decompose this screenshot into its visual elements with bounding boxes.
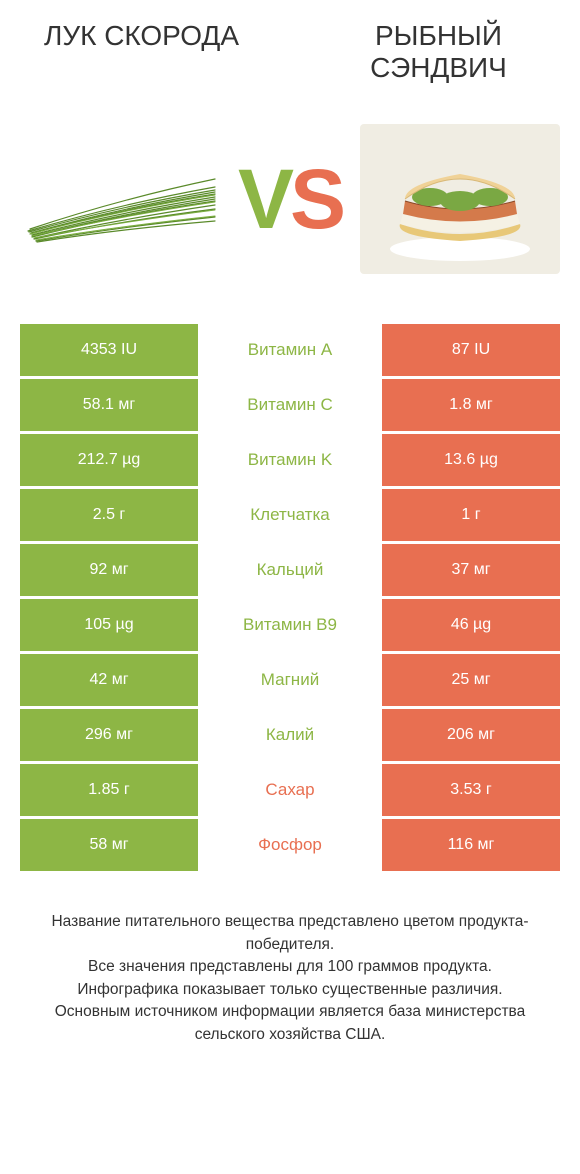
left-value: 42 мг [20,654,198,706]
table-row: 296 мгКалий206 мг [20,709,560,761]
nutrient-label: Витамин C [201,379,379,431]
table-row: 92 мгКальций37 мг [20,544,560,596]
nutrient-label: Витамин B9 [201,599,379,651]
right-value: 13.6 µg [382,434,560,486]
hero-row: VS [20,99,560,299]
vs-s: S [290,157,342,241]
right-image [360,124,560,274]
footer-line: Все значения представлены для 100 граммо… [30,956,550,978]
table-row: 4353 IUВитамин A87 IU [20,324,560,376]
right-value: 46 µg [382,599,560,651]
nutrient-label: Сахар [201,764,379,816]
vs-label: VS [238,157,342,241]
footer-text: Название питательного вещества представл… [20,911,560,1046]
left-value: 105 µg [20,599,198,651]
left-value: 4353 IU [20,324,198,376]
right-value: 206 мг [382,709,560,761]
right-value: 25 мг [382,654,560,706]
left-image [20,124,220,274]
footer-line: Инфографика показывает только существенн… [30,979,550,1001]
left-title: ЛУК СКОРОДА [20,20,263,84]
footer-line: Название питательного вещества представл… [30,911,550,956]
footer-line: Основным источником информации является … [30,1001,550,1046]
right-value: 1 г [382,489,560,541]
titles-row: ЛУК СКОРОДА РЫБНЫЙ СЭНДВИЧ [20,20,560,84]
sandwich-icon [375,129,545,269]
nutrient-label: Магний [201,654,379,706]
table-row: 42 мгМагний25 мг [20,654,560,706]
chives-icon [20,139,220,259]
nutrient-label: Клетчатка [201,489,379,541]
right-value: 3.53 г [382,764,560,816]
table-row: 2.5 гКлетчатка1 г [20,489,560,541]
table-row: 58 мгФосфор116 мг [20,819,560,871]
nutrient-label: Витамин A [201,324,379,376]
left-value: 58.1 мг [20,379,198,431]
right-value: 87 IU [382,324,560,376]
left-value: 1.85 г [20,764,198,816]
left-value: 58 мг [20,819,198,871]
comparison-table: 4353 IUВитамин A87 IU58.1 мгВитамин C1.8… [20,324,560,871]
nutrient-label: Калий [201,709,379,761]
left-value: 92 мг [20,544,198,596]
right-value: 1.8 мг [382,379,560,431]
table-row: 1.85 гСахар3.53 г [20,764,560,816]
left-value: 212.7 µg [20,434,198,486]
left-value: 2.5 г [20,489,198,541]
right-value: 116 мг [382,819,560,871]
nutrient-label: Фосфор [201,819,379,871]
right-title: РЫБНЫЙ СЭНДВИЧ [317,20,560,84]
table-row: 105 µgВитамин B946 µg [20,599,560,651]
table-row: 212.7 µgВитамин K13.6 µg [20,434,560,486]
nutrient-label: Кальций [201,544,379,596]
right-value: 37 мг [382,544,560,596]
vs-v: V [238,157,290,241]
nutrient-label: Витамин K [201,434,379,486]
left-value: 296 мг [20,709,198,761]
table-row: 58.1 мгВитамин C1.8 мг [20,379,560,431]
